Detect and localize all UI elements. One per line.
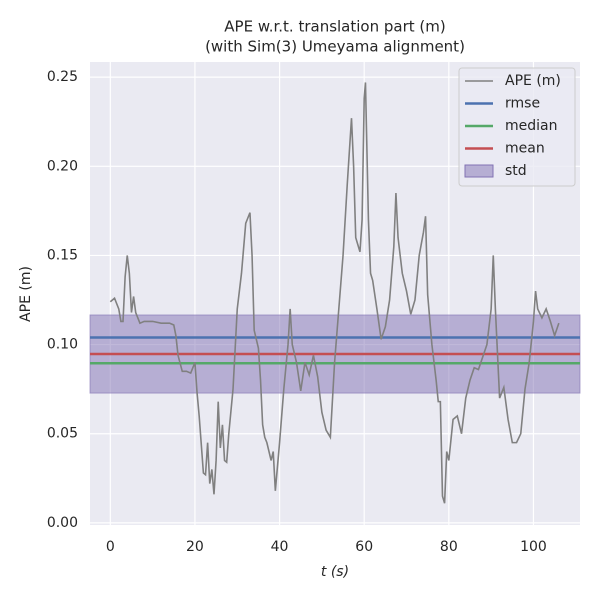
legend-label: mean	[505, 141, 545, 157]
x-tick-label: 0	[106, 539, 115, 555]
ape-line	[109, 82, 560, 504]
legend-label: median	[505, 118, 557, 134]
legend-label: rmse	[505, 96, 540, 112]
x-tick-label: 80	[440, 539, 458, 555]
x-tick-label: 20	[186, 539, 204, 555]
y-tick-label: 0.15	[47, 247, 78, 263]
legend-box	[458, 67, 576, 187]
x-axis-label: t (s)	[321, 564, 349, 580]
legend-swatch	[464, 164, 494, 178]
y-tick-label: 0.05	[47, 426, 78, 442]
legend-label: std	[505, 163, 527, 179]
y-axis-label: APE (m)	[18, 266, 34, 322]
y-tick-label: 0.10	[47, 337, 78, 353]
y-tick-label: 0.20	[47, 158, 78, 174]
x-tick-label: 100	[520, 539, 547, 555]
x-tick-label: 40	[271, 539, 289, 555]
y-tick-label: 0.00	[47, 515, 78, 531]
x-tick-label: 60	[355, 539, 373, 555]
chart-subtitle: (with Sim(3) Umeyama alignment)	[205, 38, 465, 56]
chart-title: APE w.r.t. translation part (m)	[224, 18, 445, 36]
legend-label: APE (m)	[505, 73, 561, 89]
y-tick-label: 0.25	[47, 69, 78, 85]
